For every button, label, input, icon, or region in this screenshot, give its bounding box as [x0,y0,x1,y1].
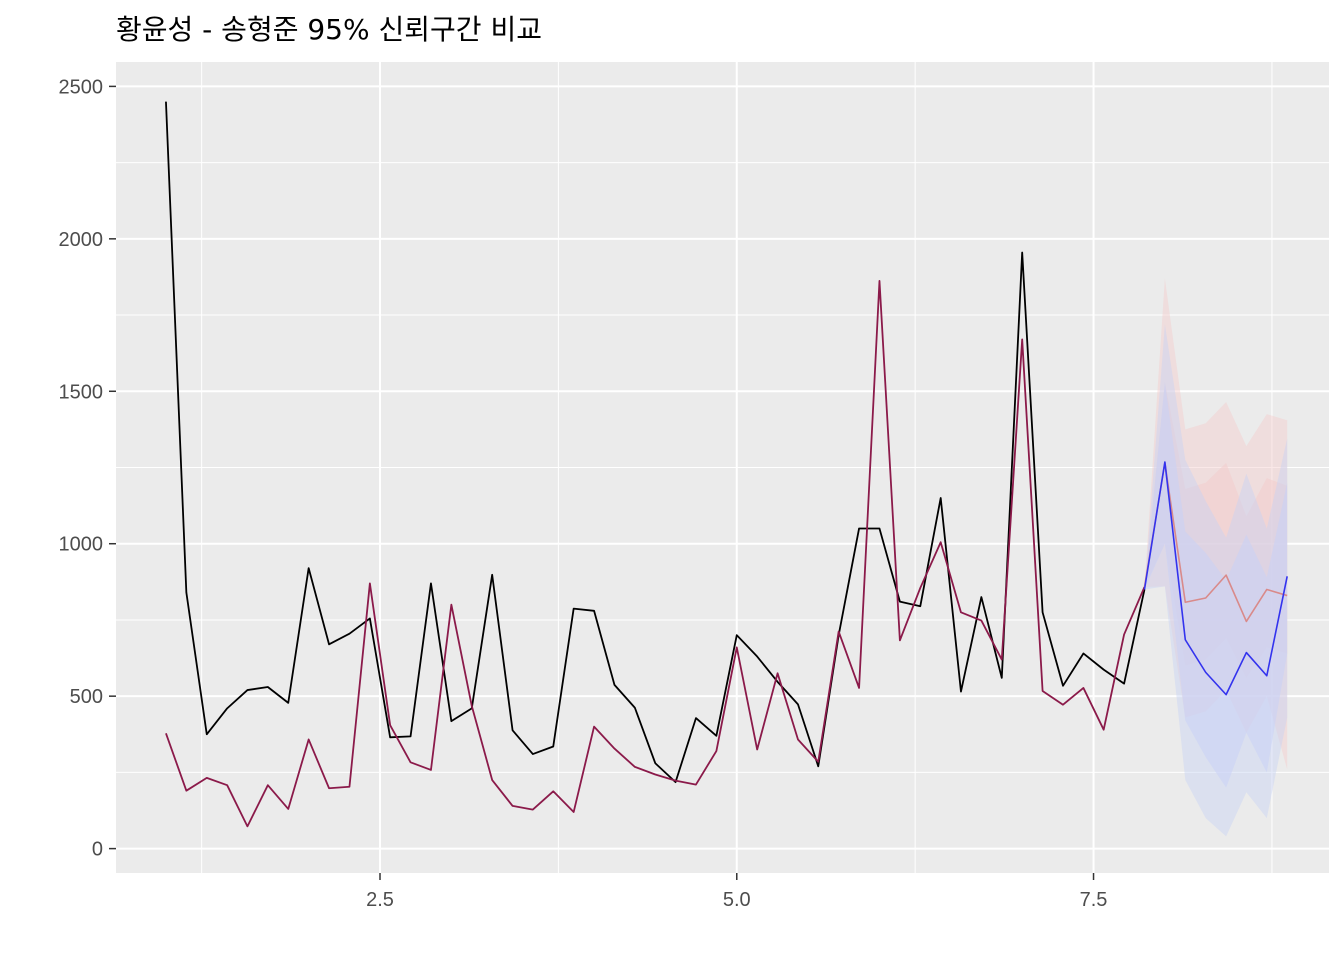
chart-title: 황윤성 - 송형준 95% 신뢰구간 비교 [116,13,542,46]
series-lines [165,101,1288,828]
confidence-bands [1144,278,1288,837]
series-line-a [165,101,1146,784]
x-tick-label: 7.5 [1080,889,1108,911]
axis-ticks: 0 500 1000 1500 2000 2500 2.5 5.0 7.5 [59,76,1108,911]
series-line-b [165,280,1146,828]
y-tick-label: 1500 [59,381,104,403]
y-tick-label: 2000 [59,229,104,251]
major-gridlines [116,62,1329,873]
x-tick-label: 5.0 [723,889,751,911]
confidence-band-80-a [1144,382,1288,788]
y-tick-label: 0 [92,839,103,861]
y-tick-label: 2500 [59,76,104,98]
forecast-line-a [1143,461,1288,696]
x-tick-label: 2.5 [366,889,394,911]
y-tick-label: 1000 [59,534,104,556]
y-tick-label: 500 [70,686,103,708]
